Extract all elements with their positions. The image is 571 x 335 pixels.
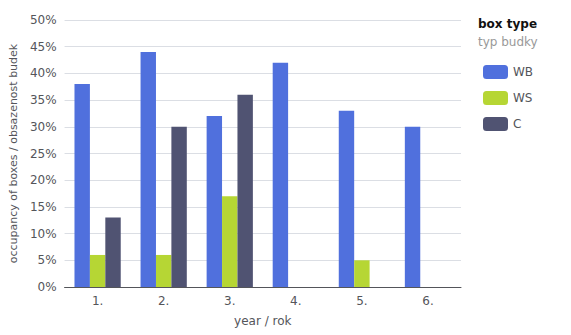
svg-text:4.: 4. xyxy=(290,294,301,308)
svg-text:5.: 5. xyxy=(356,294,367,308)
svg-text:occupancy of boxes / obsazenos: occupancy of boxes / obsazenost budek xyxy=(7,43,20,263)
svg-text:50%: 50% xyxy=(30,13,57,27)
svg-text:45%: 45% xyxy=(30,40,57,54)
svg-text:C: C xyxy=(513,117,521,131)
svg-text:WB: WB xyxy=(513,65,533,79)
svg-text:2.: 2. xyxy=(158,294,169,308)
svg-text:1.: 1. xyxy=(92,294,103,308)
svg-text:5%: 5% xyxy=(38,253,57,267)
svg-text:year / rok: year / rok xyxy=(234,314,291,328)
svg-text:3.: 3. xyxy=(224,294,235,308)
svg-text:typ budky: typ budky xyxy=(478,35,538,49)
svg-text:30%: 30% xyxy=(30,120,57,134)
svg-text:10%: 10% xyxy=(30,227,57,241)
svg-text:0%: 0% xyxy=(38,280,57,294)
svg-text:6.: 6. xyxy=(422,294,433,308)
svg-text:box type: box type xyxy=(478,17,537,31)
svg-text:25%: 25% xyxy=(30,147,57,161)
svg-text:40%: 40% xyxy=(30,66,57,80)
svg-text:20%: 20% xyxy=(30,173,57,187)
svg-text:15%: 15% xyxy=(30,200,57,214)
svg-text:35%: 35% xyxy=(30,93,57,107)
svg-text:WS: WS xyxy=(513,91,532,105)
